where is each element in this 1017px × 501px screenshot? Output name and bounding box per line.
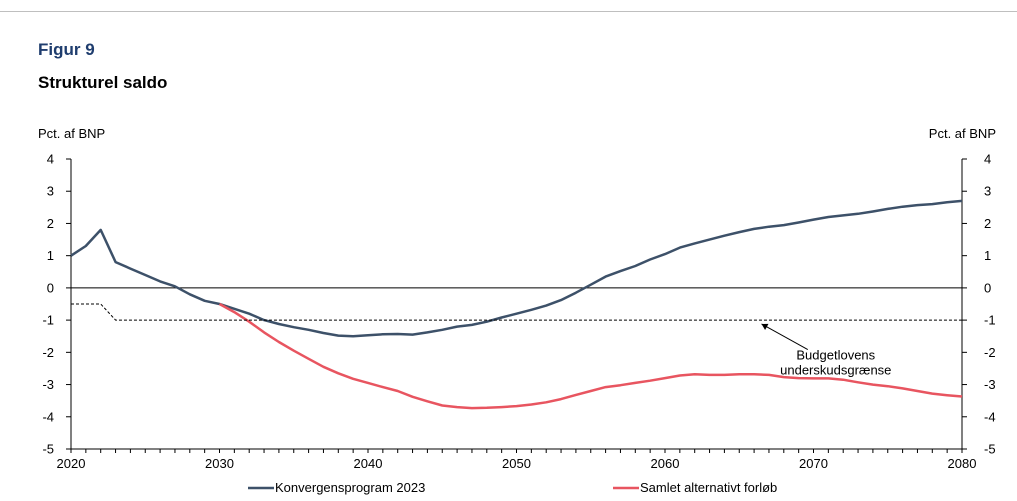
annotation-arrow-line: [761, 323, 809, 350]
x-tick-label: 2080: [948, 456, 977, 471]
y-tick-label-left: 0: [47, 280, 54, 295]
y-tick-label-left: -4: [42, 409, 54, 424]
y-tick-label-right: 1: [984, 248, 991, 263]
y-tick-label-right: 3: [984, 184, 991, 199]
x-tick-label: 2040: [354, 456, 383, 471]
y-tick-label-right: -5: [984, 442, 996, 457]
y-tick-label-left: 4: [47, 152, 54, 167]
y-tick-label-right: 2: [984, 216, 991, 231]
y-tick-label-right: -2: [984, 345, 996, 360]
y-tick-label-left: -5: [42, 442, 54, 457]
y-tick-label-right: -4: [984, 409, 996, 424]
annotation-label: underskudsgrænse: [780, 363, 891, 378]
x-tick-label: 2060: [651, 456, 680, 471]
y-tick-label-left: 1: [47, 248, 54, 263]
y-tick-label-left: -3: [42, 377, 54, 392]
x-tick-label: 2070: [799, 456, 828, 471]
y-tick-label-left: -1: [42, 313, 54, 328]
x-tick-label: 2030: [205, 456, 234, 471]
y-axis-unit-right: Pct. af BNP: [928, 126, 996, 141]
annotation-arrow-head: [761, 323, 769, 330]
x-tick-label: 2020: [57, 456, 86, 471]
y-tick-label-right: 0: [984, 280, 991, 295]
annotation-label: Budgetlovens: [796, 348, 875, 363]
y-tick-label-right: -3: [984, 377, 996, 392]
y-tick-label-right: -1: [984, 313, 996, 328]
series-line-1: [218, 302, 963, 410]
series-line-2: [71, 303, 962, 321]
y-tick-label-left: 2: [47, 216, 54, 231]
figure-label: Figur 9: [38, 40, 95, 59]
legend-label-0: Konvergensprogram 2023: [275, 480, 425, 495]
legend-label-1: Samlet alternativt forløb: [640, 480, 777, 495]
x-tick-label: 2050: [502, 456, 531, 471]
chart-title: Strukturel saldo: [38, 73, 168, 92]
y-tick-label-right: 4: [984, 152, 991, 167]
y-axis-unit-left: Pct. af BNP: [38, 126, 106, 141]
y-tick-label-left: -2: [42, 345, 54, 360]
series-line-0: [70, 199, 963, 338]
y-tick-label-left: 3: [47, 184, 54, 199]
top-rule: [0, 11, 1017, 12]
